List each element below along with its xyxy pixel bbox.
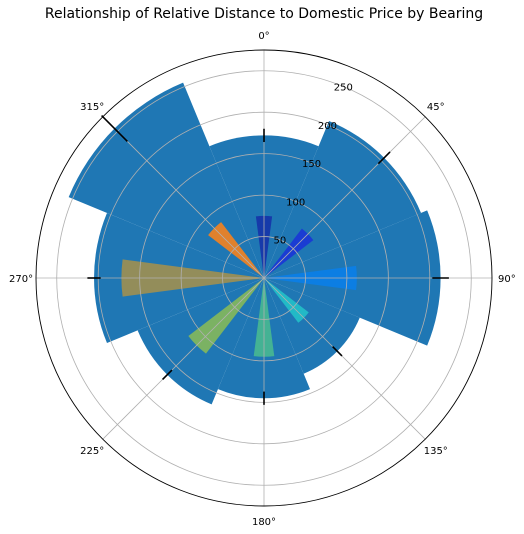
angle-tick-label: 0° <box>258 31 269 42</box>
polar-grid <box>36 50 492 506</box>
tick-labels: 0° 45° 90° 135° 180° 225° 270° 315° 50 100 150 200 2… <box>9 31 516 528</box>
angle-tick-label: 90° <box>498 274 516 285</box>
polar-outline <box>35 49 493 507</box>
angle-tick-label: 315° <box>80 102 104 113</box>
angle-tick-label: 180° <box>252 517 276 528</box>
error-bars <box>87 115 449 405</box>
radial-tick-label: 50 <box>273 236 286 247</box>
error-bar <box>377 151 391 165</box>
angular-grid-line <box>263 116 426 279</box>
radial-tick-label: 150 <box>302 159 321 170</box>
angle-tick-label: 270° <box>9 274 33 285</box>
angle-tick-label: 135° <box>424 446 448 457</box>
radial-tick-label: 100 <box>286 197 305 208</box>
polar-frame <box>35 49 493 507</box>
radial-tick-label: 250 <box>334 83 353 94</box>
angular-grid-line <box>102 116 265 279</box>
angular-grid-line <box>102 277 265 440</box>
angle-tick-label: 225° <box>80 446 104 457</box>
error-bar <box>332 346 343 357</box>
error-bar <box>162 369 173 380</box>
chart-title: Relationship of Relative Distance to Dom… <box>45 6 483 22</box>
error-bar <box>101 115 128 142</box>
angle-tick-label: 45° <box>427 102 445 113</box>
angular-grid-line <box>263 277 426 440</box>
radial-tick-label: 200 <box>318 121 337 132</box>
